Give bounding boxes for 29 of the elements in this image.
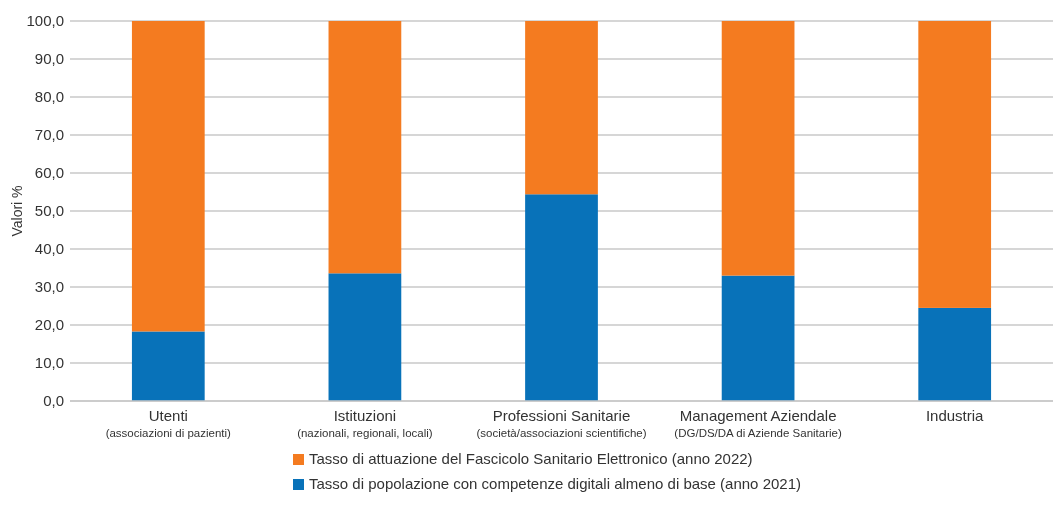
y-tick-label: 0,0 xyxy=(43,392,64,410)
bar xyxy=(721,21,795,276)
x-tick-label: Management Aziendale (DG/DS/DA di Aziende Sanitarie) xyxy=(674,407,842,439)
y-tick-label: 90,0 xyxy=(34,50,64,68)
y-tick-label: 10,0 xyxy=(34,354,64,372)
y-tick-label: 40,0 xyxy=(34,240,64,258)
y-tick-label: 60,0 xyxy=(34,164,64,182)
legend-label: Tasso di popolazione con competenze digitali almeno di base (anno 2021) xyxy=(309,475,801,492)
bar xyxy=(131,21,205,332)
y-tick-label: 80,0 xyxy=(34,88,64,106)
y-tick-label: 20,0 xyxy=(34,316,64,334)
bar xyxy=(918,307,992,401)
bar xyxy=(328,21,402,274)
bar xyxy=(525,194,598,401)
y-tick-label: 70,0 xyxy=(34,126,64,144)
bar xyxy=(721,275,795,401)
y-tick-label: 100,0 xyxy=(26,12,64,30)
legend-label: Tasso di attuazione del Fascicolo Sanitario Elettronico (anno 2022) xyxy=(309,450,753,467)
bar xyxy=(131,331,205,401)
y-axis-title: Valori % xyxy=(9,185,25,237)
x-tick-label: Utenti (associazioni di pazienti) xyxy=(105,407,232,439)
y-tick-label: 50,0 xyxy=(34,202,64,220)
x-tick-label: Istituzioni (nazionali, regionali, locali) xyxy=(297,407,433,439)
y-tick-label: 30,0 xyxy=(34,278,64,296)
bar xyxy=(525,21,598,195)
bar xyxy=(918,21,992,308)
x-tick-label: Professioni Sanitarie (società/associazioni scientifiche) xyxy=(476,407,647,439)
bar xyxy=(328,273,402,401)
x-tick-label: Industria xyxy=(925,407,985,424)
